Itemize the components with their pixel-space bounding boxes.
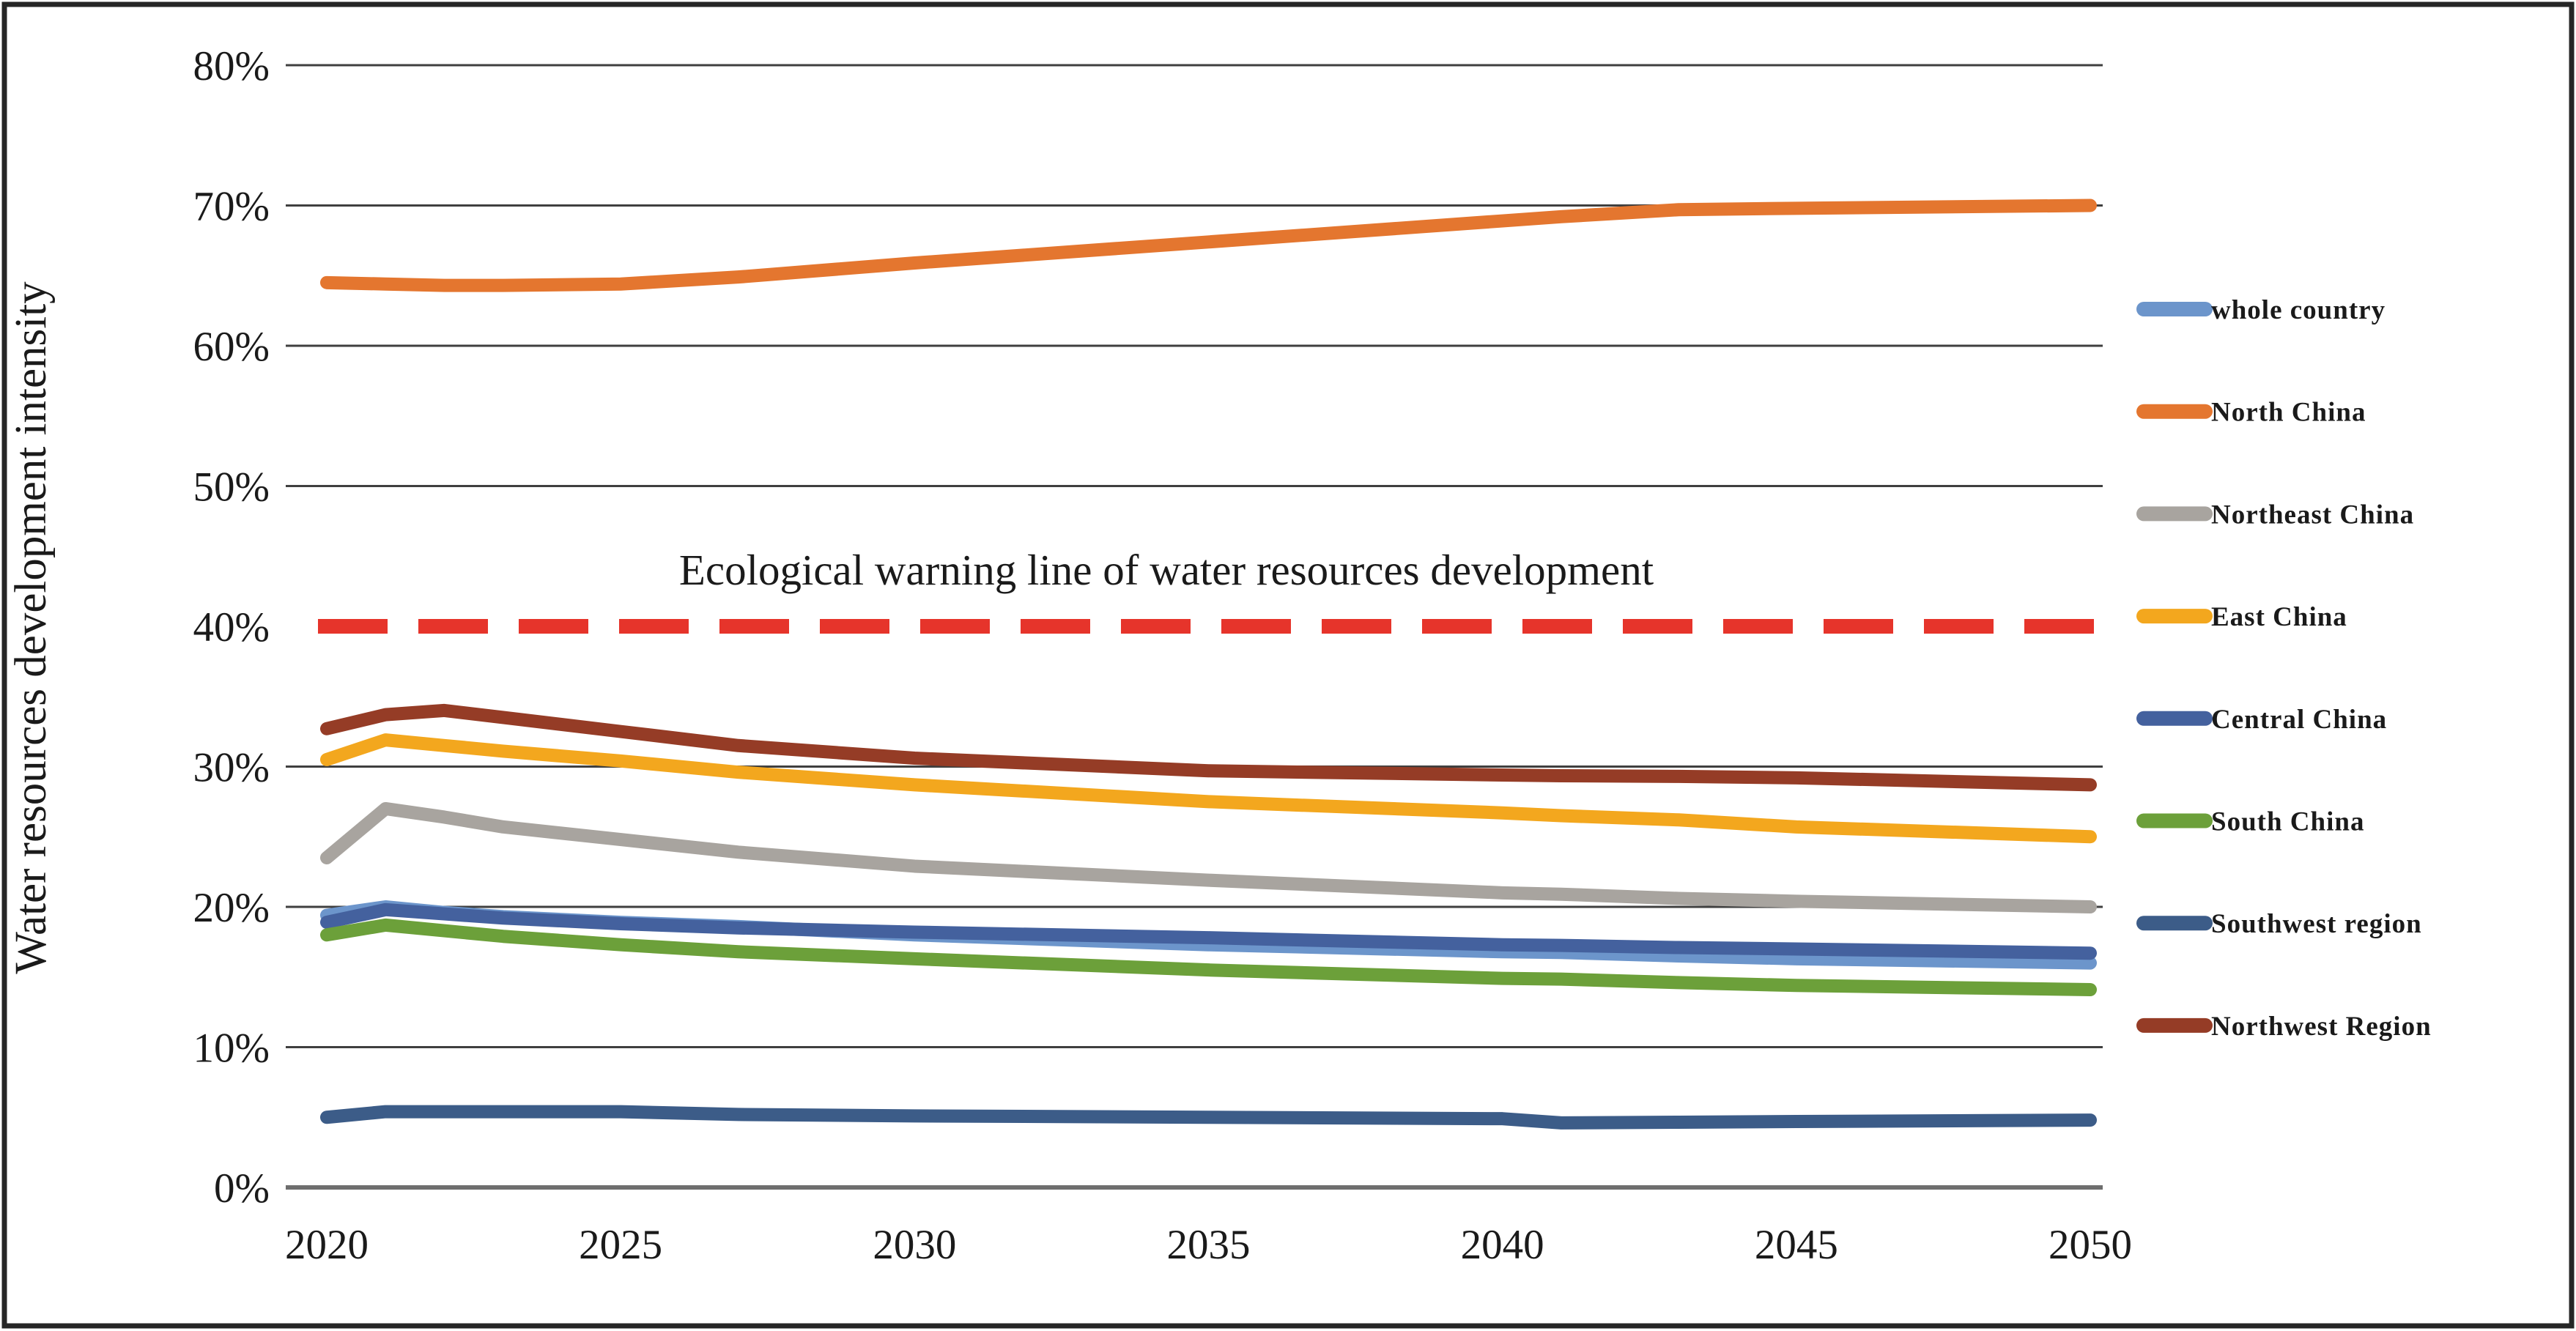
- x-tick-label-2045: 2045: [1755, 1222, 1838, 1268]
- x-axis-tick-labels: 2020 2025 2030 2035 2040 2045 2050: [285, 1222, 2132, 1268]
- y-tick-label-20: 20%: [193, 885, 270, 931]
- series-line-east-china: [320, 733, 2097, 844]
- x-tick-label-2030: 2030: [873, 1222, 956, 1268]
- legend-label-north-china: North China: [2211, 398, 2366, 428]
- legend-label-southwest-region: Southwest region: [2211, 909, 2422, 939]
- legend-label-south-china: South China: [2211, 807, 2364, 837]
- legend-label-whole-country: whole country: [2211, 295, 2386, 325]
- ecological-warning-label: Ecological warning line of water resourc…: [679, 546, 1654, 594]
- y-tick-label-40: 40%: [193, 604, 270, 650]
- y-tick-label-10: 10%: [193, 1026, 270, 1072]
- x-tick-label-2050: 2050: [2048, 1222, 2132, 1268]
- legend-label-central-china: Central China: [2211, 705, 2387, 735]
- legend-label-east-china: East China: [2211, 602, 2347, 632]
- x-tick-label-2025: 2025: [579, 1222, 662, 1268]
- y-axis-title: Water resources development intensity: [7, 281, 56, 974]
- y-tick-label-80: 80%: [193, 43, 270, 89]
- series-line-south-china: [320, 918, 2097, 996]
- y-tick-label-60: 60%: [193, 324, 270, 370]
- y-tick-label-50: 50%: [193, 464, 270, 511]
- series-line-north-china: [320, 199, 2097, 292]
- x-tick-label-2020: 2020: [285, 1222, 369, 1268]
- x-tick-label-2040: 2040: [1461, 1222, 1544, 1268]
- y-tick-label-70: 70%: [193, 184, 270, 230]
- series-line-northeast-china: [320, 801, 2097, 913]
- series-line-southwest-region: [320, 1105, 2097, 1130]
- series-line-northwest-region: [320, 703, 2097, 792]
- legend-label-northwest-region: Northwest Region: [2211, 1012, 2432, 1042]
- legend: whole country North China Northeast China E…: [2136, 295, 2432, 1042]
- y-axis-tick-labels: 80% 70% 60% 50% 40% 30% 20% 10% 0%: [193, 43, 270, 1212]
- series-line-central-china: [320, 902, 2097, 960]
- y-tick-label-0: 0%: [214, 1165, 270, 1212]
- y-tick-label-30: 30%: [193, 745, 270, 791]
- legend-label-northeast-china: Northeast China: [2211, 500, 2414, 530]
- data-series-lines: [320, 199, 2097, 1130]
- x-tick-label-2035: 2035: [1167, 1222, 1251, 1268]
